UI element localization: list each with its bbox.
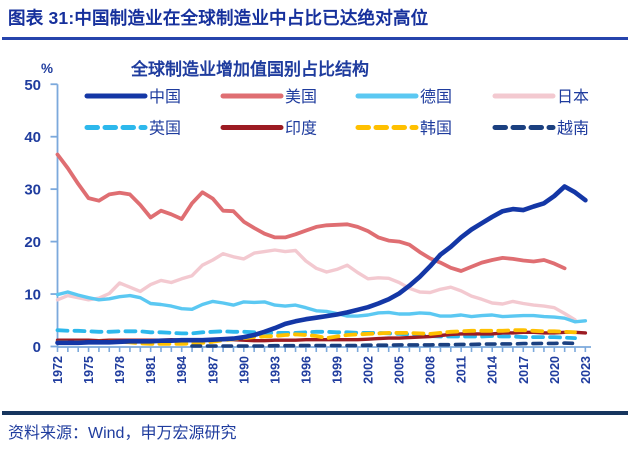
x-tick-label: 1972 <box>51 356 65 384</box>
legend-label-uk: 英国 <box>149 119 181 137</box>
x-tick-label: 2014 <box>486 356 500 384</box>
y-tick-label: 30 <box>24 182 41 199</box>
series-line-china <box>55 184 588 346</box>
x-tick-label: 2005 <box>393 356 407 384</box>
x-tick-label: 1975 <box>82 356 96 384</box>
x-tick-label: 2002 <box>362 356 376 384</box>
x-tick-label: 1978 <box>113 356 127 384</box>
x-tick-label: 2020 <box>548 356 562 384</box>
legend-label-india: 印度 <box>285 119 317 137</box>
title-underline-rule <box>2 37 628 40</box>
legend-label-usa: 美国 <box>285 88 317 106</box>
x-tick-label: 1981 <box>144 356 158 384</box>
y-tick-label: 10 <box>24 287 41 304</box>
y-tick-label: 20 <box>24 234 41 251</box>
x-tick-label: 1984 <box>175 356 189 384</box>
series-line-germany <box>55 290 588 324</box>
chart-title: 全球制造业增加值国别占比结构 <box>130 59 369 79</box>
x-tick-label: 1990 <box>237 356 251 384</box>
legend-label-china: 中国 <box>149 88 181 106</box>
legend-label-vietnam: 越南 <box>557 119 589 137</box>
axes: 0 10 20 30 40 50 1972 1975 1978 1981 1984 1987 1990 1… <box>24 77 593 384</box>
y-tick-label: 50 <box>24 77 41 94</box>
series-line-usa <box>55 152 567 273</box>
y-tick-label: 40 <box>24 129 41 146</box>
x-tick-label: 2023 <box>579 356 593 384</box>
y-axis-unit-label: % <box>41 61 53 76</box>
source-note: 资料来源：Wind，申万宏源研究 <box>8 425 237 442</box>
series-line-japan <box>55 248 577 322</box>
legend-label-germany: 德国 <box>420 88 452 106</box>
x-tick-label: 2008 <box>424 356 438 384</box>
x-tick-label: 1993 <box>268 356 282 384</box>
footer-divider-rule <box>2 411 628 415</box>
x-tick-label: 2017 <box>517 356 531 384</box>
page-title: 图表 31:中国制造业在全球制造业中占比已达绝对高位 <box>8 8 429 28</box>
x-tick-label: 1996 <box>299 356 313 384</box>
series-lines <box>55 152 588 348</box>
legend-label-japan: 日本 <box>557 88 589 106</box>
y-tick-label: 0 <box>33 339 41 356</box>
legend-label-korea: 韩国 <box>420 119 452 137</box>
x-tick-label: 1999 <box>330 356 344 384</box>
series-line-uk <box>55 328 577 341</box>
x-tick-label: 1987 <box>206 356 220 384</box>
x-tick-label: 2011 <box>455 356 469 383</box>
series-line-vietnam <box>190 341 577 348</box>
